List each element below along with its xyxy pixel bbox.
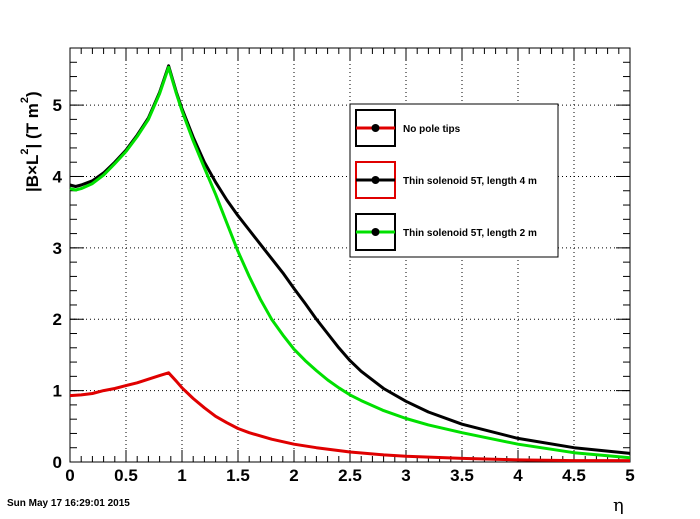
timestamp: Sun May 17 16:29:01 2015 xyxy=(7,498,130,509)
series-lines xyxy=(69,64,631,463)
ylabel-sup1: 2 xyxy=(19,149,31,155)
x-tick-label: 1 xyxy=(177,466,186,485)
x-tick-label: 2 xyxy=(289,466,298,485)
x-tick-label: 3 xyxy=(401,466,410,485)
y-tick-labels: 0 1 2 3 4 5 xyxy=(53,96,63,472)
ylabel-mid: L xyxy=(23,155,42,165)
y-tick-label: 1 xyxy=(53,382,62,401)
ylabel-times: × xyxy=(23,165,42,175)
legend-marker xyxy=(371,176,380,184)
svg-text:|B×L2| (T m2): |B×L2| (T m2) xyxy=(19,91,42,192)
x-tick-label: 3.5 xyxy=(450,466,474,485)
y-tick-label: 3 xyxy=(53,239,62,258)
x-tick-label: 0 xyxy=(65,466,74,485)
series-line-3 xyxy=(69,65,631,460)
y-tick-label: 2 xyxy=(53,310,62,329)
legend-marker xyxy=(371,228,380,236)
ylabel-sup2: 2 xyxy=(19,97,31,103)
x-axis-label: η xyxy=(613,495,624,514)
y-tick-label: 0 xyxy=(53,453,62,472)
legend-label: Thin solenoid 5T, length 4 m xyxy=(403,176,537,187)
ylabel-end: ) xyxy=(23,91,42,97)
series-line-1 xyxy=(69,371,630,463)
x-tick-label: 1.5 xyxy=(226,466,250,485)
legend-label: Thin solenoid 5T, length 2 m xyxy=(403,228,537,239)
x-tick-label: 5 xyxy=(625,466,634,485)
y-tick-label: 4 xyxy=(53,167,63,186)
legend-label: No pole tips xyxy=(403,124,461,135)
x-tick-label: 4 xyxy=(513,466,523,485)
x-tick-label: 0.5 xyxy=(114,466,138,485)
x-tick-labels: 0 0.5 1 1.5 2 2.5 3 3.5 4 4.5 5 xyxy=(65,466,634,485)
y-tick-label: 5 xyxy=(53,96,62,115)
ylabel-suffix: | (T m xyxy=(23,103,42,148)
y-axis-label: |B×L2| (T m2) xyxy=(19,91,42,192)
legend: No pole tips Thin solenoid 5T, length 4 m… xyxy=(349,103,559,258)
x-tick-label: 2.5 xyxy=(338,466,362,485)
legend-marker xyxy=(371,124,380,132)
x-tick-label: 4.5 xyxy=(562,466,586,485)
ylabel-prefix: |B xyxy=(23,175,42,192)
